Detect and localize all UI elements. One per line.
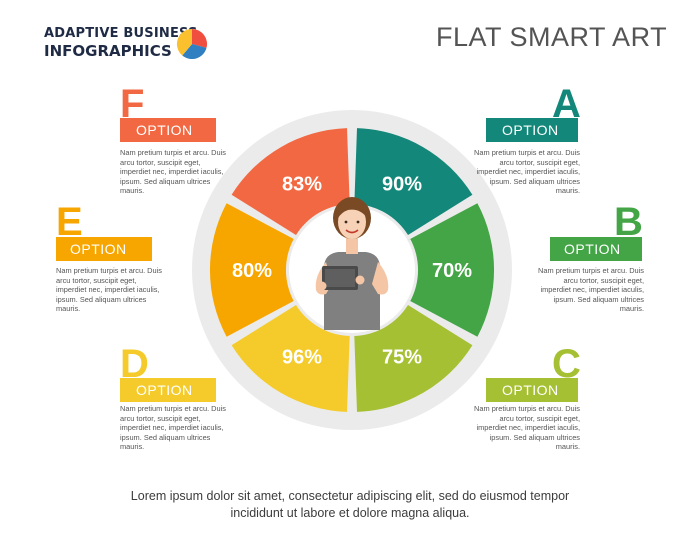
segment-a [352, 128, 473, 262]
option-c-bar: OPTION [486, 378, 578, 402]
option-a-text: Nam pretium turpis et arcu. Duis arcu to… [474, 148, 580, 196]
segment-a-percent: 90% [382, 173, 422, 195]
segment-c-percent: 75% [382, 347, 422, 369]
segment-f-percent: 83% [282, 173, 322, 195]
option-f-letter: F [120, 82, 145, 126]
page-title: FLAT SMART ART [436, 22, 668, 52]
option-e-text: Nam pretium turpis et arcu. Duis arcu to… [56, 266, 162, 314]
option-a-letter: A [552, 82, 581, 126]
option-c-text: Nam pretium turpis et arcu. Duis arcu to… [474, 404, 580, 452]
option-b-letter: B [614, 200, 643, 244]
option-f-text: Nam pretium turpis et arcu. Duis arcu to… [120, 148, 226, 196]
logo-line2: INFOGRAPHICS [44, 42, 172, 60]
option-a-bar: OPTION [486, 118, 578, 142]
segment-c [353, 274, 473, 412]
segment-b [359, 203, 495, 337]
segment-d [231, 278, 352, 412]
option-d-letter: D [120, 342, 149, 386]
option-b-text: Nam pretium turpis et arcu. Duis arcu to… [538, 266, 644, 314]
segment-b-percent: 70% [432, 260, 472, 282]
woman-with-tablet-icon [315, 197, 389, 330]
option-d-text: Nam pretium turpis et arcu. Duis arcu to… [120, 404, 226, 452]
logo-line1: ADAPTIVE BUSINESS [44, 26, 198, 41]
logo: ADAPTIVE BUSINESS INFOGRAPHICS [44, 26, 198, 60]
segment-e [209, 203, 345, 337]
option-b-bar: OPTION [550, 237, 642, 261]
segment-e-percent: 80% [232, 260, 272, 282]
segment-f [231, 128, 351, 266]
option-c-letter: C [552, 342, 581, 386]
footer-line2: incididunt ut labore et dolore magna ali… [230, 506, 470, 520]
option-e-bar: OPTION [56, 237, 152, 261]
footer-text: Lorem ipsum dolor sit amet, consectetur … [0, 488, 700, 522]
option-e-letter: E [56, 200, 83, 244]
option-f-bar: OPTION [120, 118, 216, 142]
segment-d-percent: 96% [282, 347, 322, 369]
pie-chart-icon [176, 28, 208, 60]
footer-line1: Lorem ipsum dolor sit amet, consectetur … [130, 489, 570, 503]
option-d-bar: OPTION [120, 378, 216, 402]
